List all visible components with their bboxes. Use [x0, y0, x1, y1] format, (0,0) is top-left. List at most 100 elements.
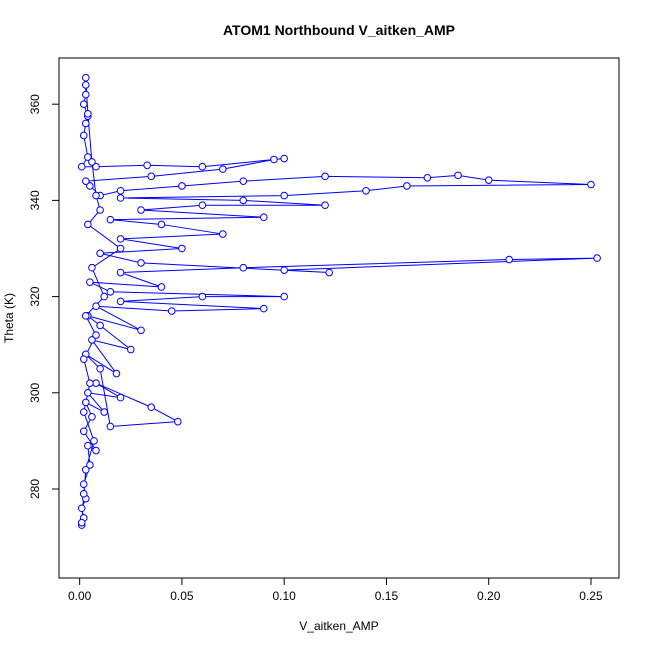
data-point [587, 180, 595, 189]
data-point [88, 336, 96, 344]
data-point [92, 162, 100, 171]
data-point [96, 364, 104, 373]
y-tick-label: 340 [28, 190, 42, 210]
data-point [100, 292, 109, 301]
data-point [92, 379, 100, 387]
x-tick-label: 0.20 [477, 589, 501, 603]
y-tick-label: 320 [28, 286, 42, 306]
data-point [79, 408, 88, 416]
data-point [321, 201, 329, 209]
data-point [484, 176, 493, 184]
data-point [280, 292, 288, 301]
data-point [219, 230, 227, 238]
data-point [270, 155, 278, 164]
data-point [239, 196, 248, 205]
data-point [92, 302, 100, 311]
data-point [239, 177, 248, 185]
data-point [86, 379, 94, 387]
data-point [84, 220, 92, 229]
data-point [116, 235, 125, 243]
data-point [116, 186, 125, 195]
chart-title: ATOM1 Northbound V_aitken_AMP [223, 22, 455, 38]
data-point [423, 173, 432, 182]
data-point [86, 182, 94, 190]
data-point [92, 191, 100, 200]
data-point [137, 206, 145, 214]
data-point [106, 215, 115, 224]
data-point [86, 461, 94, 469]
data-point [96, 206, 104, 214]
data-point [88, 413, 96, 421]
data-point [116, 268, 125, 277]
data-point [259, 304, 268, 313]
data-point [84, 441, 92, 450]
x-tick-label: 0.10 [273, 589, 297, 603]
data-point [116, 194, 125, 202]
data-point [79, 355, 88, 363]
data-point [106, 287, 115, 296]
data-point [96, 249, 104, 258]
data-point [454, 171, 462, 180]
data-point [147, 172, 156, 181]
data-point [137, 259, 145, 267]
data-point [280, 266, 288, 274]
x-tick-label: 0.25 [579, 589, 603, 603]
data-point [198, 292, 207, 301]
data-point [239, 263, 248, 272]
data-point [79, 490, 88, 498]
data-point [143, 161, 151, 170]
data-point [79, 480, 88, 488]
x-tick-label: 0.15 [375, 589, 399, 603]
data-point [77, 504, 86, 513]
data-point [174, 417, 182, 426]
data-point [157, 220, 166, 229]
data-point [79, 427, 88, 436]
data-point [178, 182, 186, 190]
data-point [92, 446, 100, 455]
data-point [259, 213, 268, 222]
data-point [147, 403, 156, 412]
y-axis-label: Theta (K) [2, 293, 16, 343]
data-point [81, 90, 90, 99]
data-point [157, 283, 166, 291]
data-point [77, 518, 86, 527]
data-point [280, 191, 288, 200]
data-point [137, 326, 145, 335]
data-point [593, 254, 601, 262]
data-point [84, 389, 92, 397]
data-point [81, 465, 90, 474]
x-tick-label: 0.05 [170, 589, 194, 603]
data-point [505, 255, 513, 264]
data-point [280, 154, 288, 163]
data-point [321, 172, 329, 181]
data-point [90, 437, 98, 445]
data-point [86, 278, 94, 286]
data-point [81, 81, 90, 89]
data-point [77, 162, 86, 171]
data-point [362, 186, 370, 195]
data-point [96, 321, 104, 330]
data-point [81, 312, 90, 320]
plot-frame [58, 57, 620, 579]
data-point [198, 162, 207, 171]
data-point [106, 422, 115, 431]
data-point [88, 158, 96, 166]
data-point [79, 131, 88, 140]
data-point [219, 165, 227, 173]
data-point [88, 263, 96, 272]
data-point [126, 345, 135, 354]
y-tick-label: 300 [28, 382, 42, 402]
data-point [116, 297, 125, 306]
x-tick-label: 0.00 [68, 589, 92, 603]
data-point [84, 153, 92, 161]
y-tick-label: 280 [28, 479, 42, 499]
data-point [84, 110, 92, 118]
data-point [92, 331, 100, 339]
x-axis-label: V_aitken_AMP [299, 619, 378, 633]
data-point [198, 201, 207, 209]
y-tick-label: 360 [28, 94, 42, 114]
data-point [81, 177, 90, 185]
data-point [81, 398, 90, 407]
data-point [403, 182, 411, 190]
